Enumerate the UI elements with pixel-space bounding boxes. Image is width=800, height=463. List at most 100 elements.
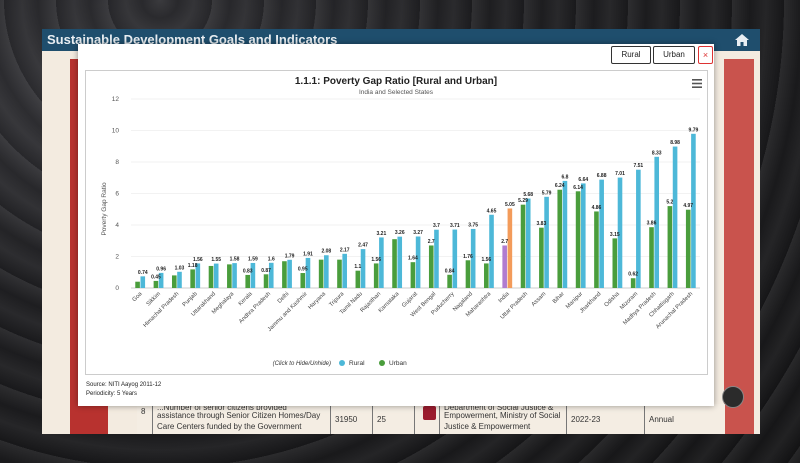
- chart-view-icon[interactable]: [423, 406, 436, 420]
- y-tick-label: 6: [115, 191, 119, 198]
- bar-urban[interactable]: [630, 278, 636, 288]
- legend-urban-label[interactable]: Urban: [389, 360, 407, 367]
- indicator-text: assistance through Senior Citizen Homes/…: [157, 411, 321, 431]
- bar-urban[interactable]: [355, 270, 361, 288]
- bar-rural[interactable]: [324, 255, 329, 288]
- bar-urban[interactable]: [392, 239, 397, 288]
- bar-urban[interactable]: [337, 259, 342, 288]
- bar-urban[interactable]: [557, 189, 563, 288]
- data-label-urban: 1.56: [481, 257, 491, 263]
- bar-rural[interactable]: [140, 276, 146, 288]
- bar-urban[interactable]: [649, 227, 654, 288]
- bar-urban[interactable]: [190, 269, 195, 288]
- bar-rural[interactable]: [305, 257, 311, 288]
- bar-rural[interactable]: [158, 272, 164, 288]
- bar-rural[interactable]: [232, 263, 237, 288]
- poverty-gap-chart: 1.1.1: Poverty Gap Ratio [Rural and Urba…: [101, 76, 700, 367]
- app-title: Sustainable Development Goals and Indica…: [47, 32, 338, 47]
- x-tick-label: Madhya Pradesh: [622, 291, 657, 326]
- bar-rural[interactable]: [268, 262, 274, 288]
- bar-rural[interactable]: [617, 177, 623, 288]
- year-cell: 2022-23: [567, 404, 645, 434]
- bar-urban[interactable]: [300, 273, 306, 288]
- bar-urban[interactable]: [484, 263, 489, 288]
- bar-rural[interactable]: [525, 198, 531, 288]
- bar-urban[interactable]: [685, 209, 691, 288]
- bar-rural[interactable]: [507, 208, 513, 288]
- bar-urban[interactable]: [447, 274, 452, 288]
- bar-urban[interactable]: [263, 274, 269, 288]
- bar-urban[interactable]: [373, 263, 379, 288]
- bar-urban[interactable]: [171, 275, 177, 288]
- bar-rural[interactable]: [452, 229, 458, 288]
- y-tick-label: 10: [112, 128, 120, 135]
- bar-rural[interactable]: [691, 133, 696, 288]
- rural-button[interactable]: Rural: [611, 46, 651, 64]
- x-tick-label: Assam: [531, 291, 548, 308]
- legend-rural-label[interactable]: Rural: [349, 360, 365, 367]
- data-label-urban: 4.86: [592, 205, 602, 211]
- bar-urban[interactable]: [539, 227, 544, 288]
- x-tick-label: Punjab: [182, 291, 199, 308]
- data-label-urban: 0.45: [151, 274, 161, 280]
- bar-rural[interactable]: [379, 237, 384, 288]
- bar-rural[interactable]: [654, 156, 660, 288]
- bar-rural[interactable]: [562, 180, 568, 288]
- bar-urban[interactable]: [245, 274, 251, 288]
- bar-rural[interactable]: [342, 253, 347, 288]
- close-button[interactable]: ×: [698, 46, 713, 64]
- bar-rural[interactable]: [287, 259, 292, 288]
- x-tick-label: India: [498, 291, 512, 305]
- data-label-rural: 7.01: [615, 171, 625, 177]
- data-label-urban: 3.15: [610, 232, 620, 238]
- bar-urban[interactable]: [282, 261, 287, 288]
- bar-urban[interactable]: [153, 280, 159, 288]
- bar-rural[interactable]: [470, 228, 476, 288]
- legend-urban-marker[interactable]: [379, 360, 385, 366]
- bar-rural[interactable]: [672, 146, 678, 288]
- bar-rural[interactable]: [415, 236, 421, 288]
- bar-urban[interactable]: [410, 262, 416, 288]
- data-label-rural: 0.74: [138, 270, 148, 276]
- data-label-urban: 6.24: [555, 183, 565, 189]
- indicator-cell: ...Number of senior citizens provided in…: [153, 403, 331, 434]
- chart-bars: [135, 133, 696, 288]
- bar-urban[interactable]: [318, 259, 324, 288]
- bar-urban[interactable]: [135, 281, 140, 288]
- bar-urban[interactable]: [465, 260, 471, 288]
- data-label-rural: 1.03: [175, 265, 185, 271]
- bar-rural[interactable]: [599, 179, 604, 288]
- bar-rural[interactable]: [177, 271, 182, 288]
- chat-icon[interactable]: [722, 386, 744, 408]
- home-icon[interactable]: [734, 32, 750, 48]
- x-tick-label: Odisha: [604, 291, 622, 309]
- data-label-urban: 0.84: [445, 268, 455, 274]
- y-tick-label: 2: [115, 254, 119, 261]
- bar-urban[interactable]: [428, 245, 434, 288]
- bar-rural[interactable]: [580, 183, 586, 288]
- bar-urban[interactable]: [520, 204, 526, 288]
- bar-rural[interactable]: [544, 196, 549, 288]
- bar-rural[interactable]: [489, 214, 494, 288]
- bar-rural[interactable]: [434, 229, 439, 288]
- bar-rural[interactable]: [195, 263, 201, 288]
- bar-urban[interactable]: [502, 245, 507, 288]
- bar-urban[interactable]: [575, 191, 581, 288]
- bar-urban[interactable]: [612, 238, 618, 288]
- chart-menu-icon[interactable]: [692, 79, 702, 88]
- data-label-urban: 0.83: [243, 268, 253, 274]
- bar-urban[interactable]: [594, 211, 599, 288]
- bar-rural[interactable]: [397, 236, 403, 288]
- urban-button[interactable]: Urban: [653, 46, 695, 64]
- x-tick-label: Delhi: [277, 291, 291, 305]
- bar-urban[interactable]: [227, 264, 232, 288]
- bar-rural[interactable]: [636, 169, 641, 288]
- legend-rural-marker[interactable]: [339, 360, 345, 366]
- bar-urban[interactable]: [208, 265, 214, 288]
- bar-rural[interactable]: [213, 263, 219, 288]
- bar-rural[interactable]: [250, 262, 256, 288]
- bar-urban[interactable]: [667, 206, 673, 288]
- data-label-urban: 0.95: [298, 267, 308, 273]
- periodicity-cell: Annual: [649, 415, 674, 424]
- bar-rural[interactable]: [360, 249, 366, 288]
